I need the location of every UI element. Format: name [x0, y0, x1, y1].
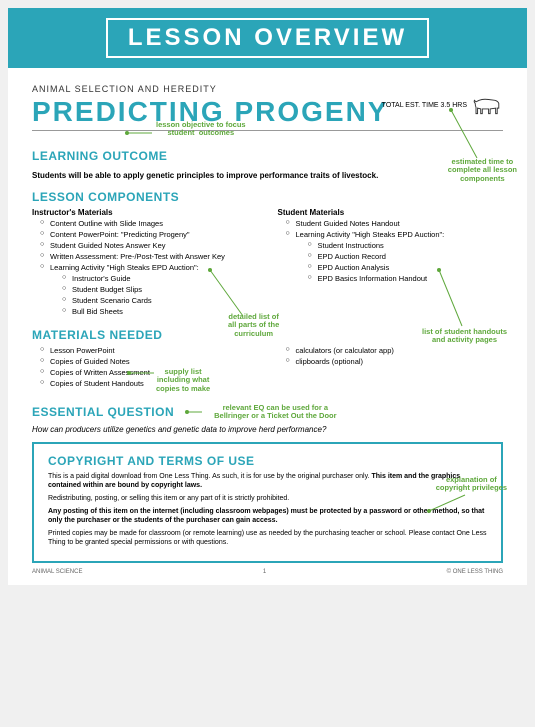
list-item: clipboards (optional) — [286, 357, 504, 366]
list-item: Instructor's Guide — [62, 274, 258, 283]
student-list: Student Guided Notes Handout Learning Ac… — [278, 219, 504, 283]
eq-text: How can producers utilize genetics and g… — [32, 425, 503, 434]
footer-left: ANIMAL SCIENCE — [32, 569, 82, 575]
footer: ANIMAL SCIENCE 1 © ONE LESS THING — [32, 569, 503, 575]
list-item: Student Guided Notes Answer Key — [40, 241, 258, 250]
footer-center: 1 — [263, 569, 266, 575]
banner-title: LESSON OVERVIEW — [106, 18, 429, 58]
footer-right: © ONE LESS THING — [447, 569, 503, 575]
list-item: Bull Bid Sheets — [62, 307, 258, 316]
callout-line — [184, 408, 204, 416]
student-col: Student Materials Student Guided Notes H… — [278, 208, 504, 318]
topic-label: ANIMAL SELECTION AND HEREDITY — [32, 84, 503, 94]
list-item: EPD Auction Record — [308, 252, 504, 261]
copyright-p: Printed copies may be made for classroom… — [48, 529, 487, 547]
list-item: Student Guided Notes Handout — [286, 219, 504, 228]
list-item: Copies of Written Assessment — [40, 368, 258, 377]
copyright-p: Redistributing, posting, or selling this… — [48, 494, 487, 503]
list-item: Content Outline with Slide Images — [40, 219, 258, 228]
divider — [32, 130, 503, 131]
instructor-list: Content Outline with Slide Images Conten… — [32, 219, 258, 316]
copyright-box: COPYRIGHT AND TERMS OF USE This is a pai… — [32, 442, 503, 564]
copyright-heading: COPYRIGHT AND TERMS OF USE — [48, 454, 487, 468]
banner: LESSON OVERVIEW — [8, 8, 527, 68]
list-item: Lesson PowerPoint — [40, 346, 258, 355]
page: ANIMAL SELECTION AND HEREDITY PREDICTING… — [8, 68, 527, 585]
list-item: EPD Auction Analysis — [308, 263, 504, 272]
list-item: Learning Activity "High Steaks EPD Aucti… — [40, 263, 258, 316]
materials-right: calculators (or calculator app) clipboar… — [278, 346, 504, 390]
list-item: Student Budget Slips — [62, 285, 258, 294]
time-row: TOTAL EST. TIME 3.5 HRS — [382, 94, 503, 116]
callout-eq: relevant EQ can be used for a Bellringer… — [214, 404, 336, 421]
list-item: Written Assessment: Pre-/Post-Test with … — [40, 252, 258, 261]
copyright-p: Any posting of this item on the internet… — [48, 507, 487, 525]
copyright-p: This is a paid digital download from One… — [48, 472, 487, 490]
materials-heading: MATERIALS NEEDED — [32, 328, 503, 342]
outcome-heading: LEARNING OUTCOME — [32, 149, 167, 163]
list-item: Copies of Student Handouts — [40, 379, 258, 388]
components-cols: Instructor's Materials Content Outline w… — [32, 208, 503, 318]
time-label: TOTAL EST. TIME 3.5 HRS — [382, 102, 467, 109]
list-item: EPD Basics Information Handout — [308, 274, 504, 283]
list-item: Student Scenario Cards — [62, 296, 258, 305]
student-label: Student Materials — [278, 208, 504, 217]
list-item: Content PowerPoint: "Predicting Progeny" — [40, 230, 258, 239]
list-item: Learning Activity "High Steaks EPD Aucti… — [286, 230, 504, 283]
instructor-col: Instructor's Materials Content Outline w… — [32, 208, 258, 318]
list-item: Student Instructions — [308, 241, 504, 250]
list-item: Copies of Guided Notes — [40, 357, 258, 366]
instructor-label: Instructor's Materials — [32, 208, 258, 217]
materials-cols: Lesson PowerPoint Copies of Guided Notes… — [32, 346, 503, 390]
eq-heading: ESSENTIAL QUESTION — [32, 405, 174, 419]
outcome-text: Students will be able to apply genetic p… — [32, 171, 503, 180]
list-item: calculators (or calculator app) — [286, 346, 504, 355]
cow-icon — [471, 94, 503, 116]
components-heading: LESSON COMPONENTS — [32, 190, 503, 204]
materials-left: Lesson PowerPoint Copies of Guided Notes… — [32, 346, 258, 390]
